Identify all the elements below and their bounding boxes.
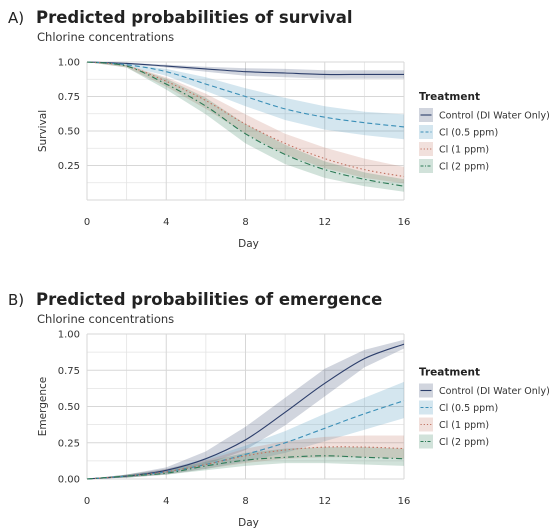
legend-title: Treatment [419,367,480,379]
series-line-3 [86,61,405,178]
ci-ribbon-series-4 [87,62,404,192]
legend-label: Cl (2 ppm) [439,437,489,448]
chart-panel-2: B) Predicted probabilities of emergence Ch… [8,290,550,528]
ci-ribbon-series-3 [87,435,404,479]
x-tick-label: 12 [318,496,331,507]
series-line-1 [86,61,404,76]
chart-title: Predicted probabilities of survival [36,8,353,27]
ci-ribbon-series-3 [87,62,404,184]
ci-ribbon-series-2 [87,381,404,479]
chart-subtitle: Chlorine concentrations [37,30,174,44]
legend: Treatment Control (DI Water Only) Cl (0.5 … [419,91,550,173]
series-line-2 [86,400,405,480]
x-tick-label: 4 [163,217,169,228]
y-tick-label: 0.25 [58,438,80,449]
legend-label: Cl (2 ppm) [439,162,489,173]
y-tick-label: 0.00 [58,475,80,486]
panel-label: A) [8,9,24,27]
y-tick-label: 0.50 [58,402,80,413]
y-axis-label: Survival [37,110,49,152]
x-tick-label: 4 [163,496,169,507]
x-tick-label: 16 [398,217,411,228]
x-tick-label: 8 [242,217,248,228]
series-line-2 [86,61,405,128]
y-tick-label: 0.25 [58,161,80,172]
y-tick-label: 0.75 [58,366,80,377]
ci-ribbon-series-2 [87,62,404,140]
ci-ribbon-series-1 [87,339,404,479]
x-tick-label: 0 [84,217,90,228]
legend-label: Control (DI Water Only) [439,386,550,397]
legend-key-fill [419,142,433,156]
series-line-4 [86,61,405,187]
panel-label: B) [8,291,24,309]
chart-panel-1: A) Predicted probabilities of survival Chl… [8,8,550,250]
legend-label: Cl (1 ppm) [439,420,489,431]
ci-ribbon-series-4 [87,447,404,479]
legend: Treatment Control (DI Water Only) Cl (0.5 … [419,367,550,449]
x-tick-label: 0 [84,496,90,507]
y-axis-label: Emergence [37,377,49,436]
legend-key-fill [419,417,433,432]
legend-title: Treatment [419,91,480,103]
x-axis-label: Day [238,238,259,250]
chart-title: Predicted probabilities of emergence [36,290,382,309]
y-tick-label: 1.00 [58,330,80,341]
x-tick-label: 16 [398,496,411,507]
x-tick-label: 12 [318,217,331,228]
x-axis-label: Day [238,517,259,528]
legend-label: Control (DI Water Only) [439,111,550,122]
series-line-3 [86,446,405,480]
legend-label: Cl (1 ppm) [439,145,489,156]
y-tick-label: 0.75 [58,92,80,103]
y-tick-label: 1.00 [58,58,80,69]
legend-label: Cl (0.5 ppm) [439,403,498,414]
x-tick-label: 8 [242,496,248,507]
chart-subtitle: Chlorine concentrations [37,312,174,326]
legend-label: Cl (0.5 ppm) [439,128,498,139]
y-tick-label: 0.50 [58,127,80,138]
